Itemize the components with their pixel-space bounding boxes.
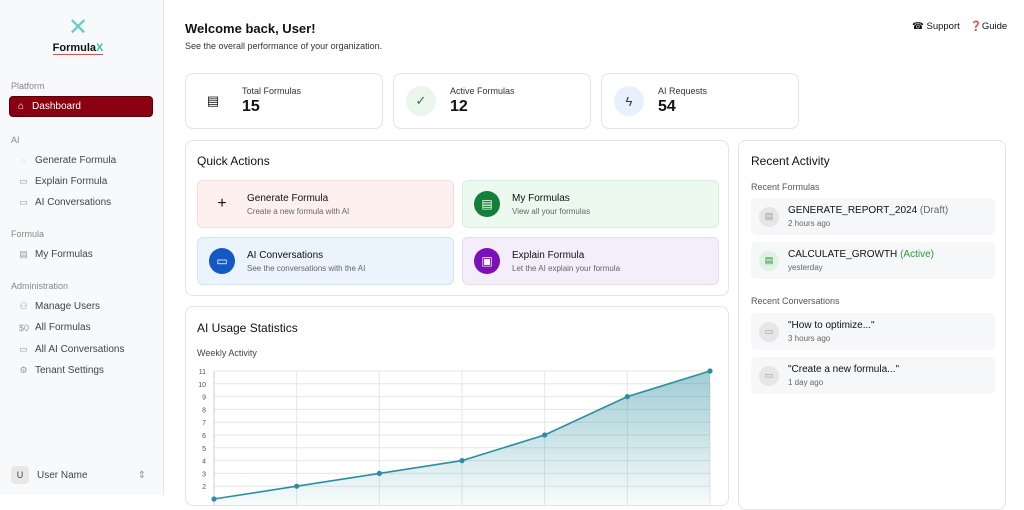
support-link[interactable]: ☎ Support — [912, 21, 960, 32]
support-icon: ☎ — [912, 21, 924, 32]
sidebar-item-manage-users[interactable]: ⚇ Manage Users — [19, 301, 101, 312]
data-point — [459, 458, 465, 464]
document-icon: ▤ — [19, 249, 28, 259]
section-platform: Platform — [11, 81, 45, 91]
explain-icon: ▣ — [474, 248, 500, 274]
usage-subtitle: Weekly Activity — [197, 348, 257, 358]
y-tick-label: 4 — [202, 459, 206, 466]
sparkle-chat-icon: ◌ — [20, 155, 27, 166]
sidebar-item-explain-formula[interactable]: ▭ Explain Formula — [19, 176, 108, 187]
ai-usage-panel: AI Usage Statistics Weekly Activity 2 3 4 5… — [185, 306, 729, 506]
sidebar-item-all-formulas[interactable]: $0 All Formulas — [19, 322, 91, 333]
chat-icon: ▭ — [759, 365, 779, 386]
recent-conversation-item[interactable]: ▭ "How to optimize..." 3 hours ago — [751, 313, 995, 350]
document-icon: ▤ — [759, 250, 779, 271]
plus-icon: + — [217, 195, 227, 212]
y-tick-label: 10 — [198, 382, 206, 389]
sidebar-item-all-ai-conversations[interactable]: ▭ All AI Conversations — [19, 344, 125, 355]
recent-formula-item[interactable]: ▤ GENERATE_REPORT_2024 (Draft) 2 hours ago — [751, 198, 995, 235]
area-fill — [214, 371, 710, 505]
help-icon: ❓ — [970, 21, 982, 32]
section-ai: AI — [11, 135, 20, 145]
sidebar-item-generate-formula[interactable]: ◌ Generate Formula — [20, 155, 117, 166]
data-point — [294, 483, 300, 489]
users-icon: ⚇ — [19, 301, 28, 311]
chevron-updown-icon: ⇕ — [137, 469, 146, 481]
y-tick-label: 5 — [202, 446, 206, 453]
sidebar-item-my-formulas[interactable]: ▤ My Formulas — [19, 249, 93, 260]
sidebar-item-tenant-settings[interactable]: ⚙ Tenant Settings — [19, 365, 104, 376]
guide-link[interactable]: ❓Guide — [970, 21, 1008, 32]
generate-formula-action[interactable]: + Generate Formula Create a new formula wi… — [197, 180, 454, 228]
y-tick-label: 8 — [202, 407, 206, 414]
data-point — [542, 432, 548, 438]
data-point — [211, 496, 217, 502]
chat-icon: ▭ — [19, 344, 28, 354]
chat-icon: ▭ — [759, 321, 779, 342]
sidebar-item-ai-conversations[interactable]: ▭ AI Conversations — [19, 197, 112, 208]
quick-actions-panel: Quick Actions + Generate Formula Create a … — [185, 140, 729, 296]
recent-formulas-label: Recent Formulas — [751, 182, 820, 192]
user-menu[interactable]: U User Name ⇕ — [11, 466, 146, 484]
section-formula: Formula — [11, 229, 45, 239]
page-title: Welcome back, User! — [185, 21, 316, 36]
document-icon: ▤ — [474, 191, 500, 217]
dollar-icon: $0 — [19, 322, 30, 333]
stat-ai-requests: ϟ AI Requests 54 — [601, 73, 799, 129]
explain-formula-action[interactable]: ▣ Explain Formula Let the AI explain your … — [462, 237, 719, 285]
data-point — [376, 470, 382, 476]
check-circle-icon: ✓ — [406, 86, 436, 116]
recent-conversation-item[interactable]: ▭ "Create a new formula..." 1 day ago — [751, 357, 995, 394]
y-tick-label: 7 — [202, 420, 206, 427]
my-formulas-action[interactable]: ▤ My Formulas View all your formulas — [462, 180, 719, 228]
stat-total-formulas: ▤ Total Formulas 15 — [185, 73, 383, 129]
document-icon: ▤ — [206, 93, 220, 108]
logo: ✕ FormulaX — [52, 14, 104, 55]
recent-activity-title: Recent Activity — [751, 154, 830, 168]
gear-icon: ⚙ — [19, 365, 28, 375]
ai-conversations-action[interactable]: ▭ AI Conversations See the conversations w… — [197, 237, 454, 285]
avatar: U — [11, 466, 29, 484]
sidebar-item-dashboard[interactable]: ⌂ Dashboard — [9, 96, 153, 117]
home-icon: ⌂ — [18, 101, 25, 112]
data-point — [624, 394, 630, 400]
usage-title: AI Usage Statistics — [197, 321, 298, 335]
chat-icon: ▭ — [209, 248, 235, 274]
y-tick-label: 6 — [202, 433, 206, 440]
recent-conversations-label: Recent Conversations — [751, 296, 840, 306]
chat-bubble-icon: ▭ — [19, 197, 28, 207]
weekly-activity-chart: 2 3 4 5 6 7 8 9 10 11 — [198, 368, 713, 505]
chat-icon: ▭ — [19, 176, 28, 186]
y-tick-label: 3 — [202, 471, 206, 478]
sidebar: ✕ FormulaX Platform ⌂ Dashboard AI ◌ Genera… — [0, 0, 164, 495]
y-tick-label: 2 — [202, 484, 206, 491]
section-administration: Administration — [11, 281, 69, 291]
stat-active-formulas: ✓ Active Formulas 12 — [393, 73, 591, 129]
quick-actions-title: Quick Actions — [197, 154, 270, 168]
data-point — [707, 368, 713, 374]
lightning-icon: ϟ — [614, 86, 644, 116]
document-icon: ▤ — [759, 206, 779, 227]
recent-activity-panel: Recent Activity Recent Formulas ▤ GENERAT… — [738, 140, 1006, 510]
page-subtitle: See the overall performance of your orga… — [185, 41, 383, 51]
y-tick-label: 11 — [199, 369, 206, 376]
y-tick-label: 9 — [202, 395, 206, 402]
recent-formula-item[interactable]: ▤ CALCULATE_GROWTH (Active) yesterday — [751, 242, 995, 279]
